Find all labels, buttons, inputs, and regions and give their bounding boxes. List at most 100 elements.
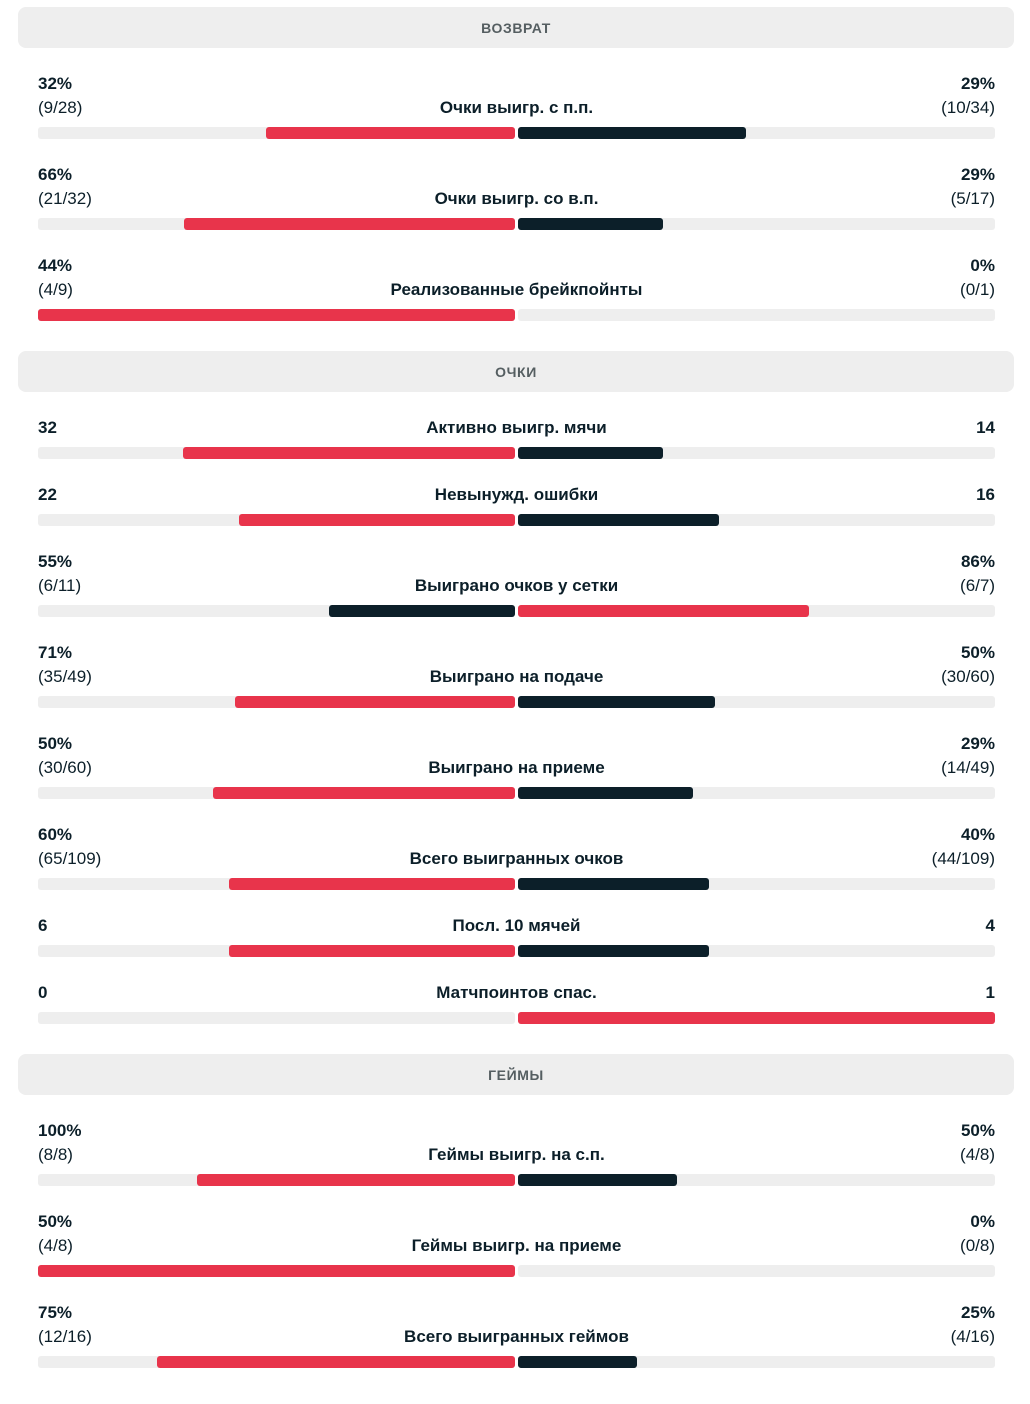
home-bar-track xyxy=(38,605,515,617)
home-percent: 44% xyxy=(38,256,73,275)
stat-row: 50% (4/8) Геймы выигр. на приеме 0% (0/8… xyxy=(38,1210,995,1277)
away-bar-track xyxy=(518,1174,995,1186)
away-value: 29% (5/17) xyxy=(875,163,995,211)
home-value: 0 xyxy=(38,981,158,1005)
away-bar-fill xyxy=(518,127,746,139)
away-bar-fill xyxy=(518,1174,677,1186)
away-detail: (0/8) xyxy=(960,1236,995,1255)
away-bar-track xyxy=(518,309,995,321)
home-bar-fill xyxy=(238,514,515,526)
away-percent: 25% xyxy=(960,1303,995,1322)
away-detail: (14/49) xyxy=(941,758,995,777)
home-detail: (21/32) xyxy=(38,189,92,208)
home-bar-fill xyxy=(183,447,515,459)
away-percent: 40% xyxy=(960,825,995,844)
home-detail: (6/11) xyxy=(38,576,82,595)
away-bar-track xyxy=(518,127,995,139)
stat-label: Выиграно на приеме xyxy=(428,758,605,777)
home-bar-track xyxy=(38,696,515,708)
home-bar-track xyxy=(38,218,515,230)
home-percent: 32 xyxy=(38,418,57,437)
home-value: 32% (9/28) xyxy=(38,72,158,120)
section-header: ОЧКИ xyxy=(18,351,1014,392)
away-percent: 4 xyxy=(985,916,995,935)
home-detail: (12/16) xyxy=(38,1327,92,1346)
stat-row: 50% (30/60) Выиграно на приеме 29% (14/4… xyxy=(38,732,995,799)
home-bar-fill xyxy=(196,1174,515,1186)
stat-row: 60% (65/109) Всего выигранных очков 40% … xyxy=(38,823,995,890)
section-rows: 32% (9/28) Очки выигр. с п.п. 29% (10/34… xyxy=(18,72,1014,321)
away-percent: 16 xyxy=(976,485,995,504)
away-value: 29% (10/34) xyxy=(875,72,995,120)
away-bar-track xyxy=(518,605,995,617)
stat-label: Реализованные брейкпойнты xyxy=(390,280,643,299)
away-percent: 50% xyxy=(960,643,995,662)
home-value: 60% (65/109) xyxy=(38,823,158,871)
match-statistics: ВОЗВРАТ 32% (9/28) Очки выигр. с п.п. 29… xyxy=(18,7,1014,1368)
away-bar-track xyxy=(518,696,995,708)
home-detail: (4/9) xyxy=(38,280,73,299)
home-bar-fill xyxy=(228,945,515,957)
home-bar-fill xyxy=(38,309,515,321)
away-bar-track xyxy=(518,514,995,526)
home-detail: (65/109) xyxy=(38,849,102,868)
away-bar-fill xyxy=(518,1012,995,1024)
stat-label: Всего выигранных очков xyxy=(409,849,624,868)
away-value: 40% (44/109) xyxy=(875,823,995,871)
away-detail: (4/16) xyxy=(950,1327,995,1346)
home-bar-fill xyxy=(38,1265,515,1277)
stat-row: 6 Посл. 10 мячей 4 xyxy=(38,914,995,957)
away-bar-fill xyxy=(518,605,809,617)
home-percent: 100% xyxy=(38,1121,82,1140)
home-detail: (35/49) xyxy=(38,667,92,686)
home-bar-track xyxy=(38,878,515,890)
away-value: 1 xyxy=(875,981,995,1005)
stat-label: Матчпоинтов спас. xyxy=(436,983,597,1002)
away-bar-fill xyxy=(518,447,663,459)
stat-row: 75% (12/16) Всего выигранных геймов 25% … xyxy=(38,1301,995,1368)
away-detail: (0/1) xyxy=(960,280,995,299)
away-percent: 29% xyxy=(960,74,995,93)
stat-label: Геймы выигр. на приеме xyxy=(411,1236,622,1255)
away-detail: (44/109) xyxy=(931,849,995,868)
stat-label: Посл. 10 мячей xyxy=(452,916,581,935)
away-percent: 29% xyxy=(960,165,995,184)
stat-row: 66% (21/32) Очки выигр. со в.п. 29% (5/1… xyxy=(38,163,995,230)
home-percent: 60% xyxy=(38,825,73,844)
stat-row: 32 Активно выигр. мячи 14 xyxy=(38,416,995,459)
home-percent: 71% xyxy=(38,643,73,662)
stat-row: 0 Матчпоинтов спас. 1 xyxy=(38,981,995,1024)
away-percent: 86% xyxy=(960,552,995,571)
away-percent: 14 xyxy=(976,418,995,437)
stat-row: 22 Невынужд. ошибки 16 xyxy=(38,483,995,526)
home-percent: 55% xyxy=(38,552,73,571)
home-bar-track xyxy=(38,787,515,799)
home-value: 22 xyxy=(38,483,158,507)
away-value: 29% (14/49) xyxy=(875,732,995,780)
away-percent: 0% xyxy=(970,1212,995,1231)
home-value: 75% (12/16) xyxy=(38,1301,158,1349)
home-value: 50% (4/8) xyxy=(38,1210,158,1258)
home-percent: 0 xyxy=(38,983,48,1002)
away-value: 0% (0/8) xyxy=(875,1210,995,1258)
home-bar-track xyxy=(38,1356,515,1368)
away-percent: 29% xyxy=(960,734,995,753)
home-percent: 66% xyxy=(38,165,73,184)
section-rows: 100% (8/8) Геймы выигр. на с.п. 50% (4/8… xyxy=(18,1119,1014,1368)
home-percent: 32% xyxy=(38,74,73,93)
home-detail: (8/8) xyxy=(38,1145,73,1164)
home-bar-track xyxy=(38,1012,515,1024)
away-bar-track xyxy=(518,878,995,890)
home-bar-fill xyxy=(235,696,515,708)
stat-row: 44% (4/9) Реализованные брейкпойнты 0% (… xyxy=(38,254,995,321)
home-bar-track xyxy=(38,514,515,526)
away-detail: (30/60) xyxy=(941,667,995,686)
away-value: 16 xyxy=(875,483,995,507)
home-value: 55% (6/11) xyxy=(38,550,158,598)
stat-label: Невынужд. ошибки xyxy=(434,485,599,504)
stat-label: Всего выигранных геймов xyxy=(404,1327,629,1346)
stat-label: Геймы выигр. на с.п. xyxy=(428,1145,605,1164)
away-value: 14 xyxy=(875,416,995,440)
home-value: 50% (30/60) xyxy=(38,732,158,780)
away-detail: (10/34) xyxy=(941,98,995,117)
